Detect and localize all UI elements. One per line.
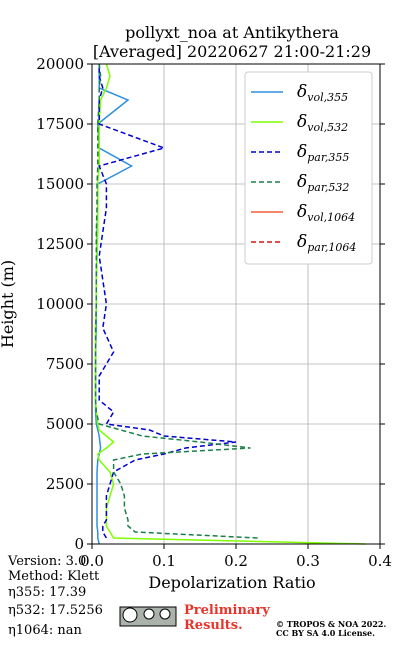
x-tick-label: 0.0: [80, 552, 104, 570]
y-tick-label: 15000: [36, 175, 84, 193]
x-tick-label: 0.1: [152, 552, 176, 570]
x-tick-label: 0.4: [368, 552, 392, 570]
copyright: CC BY SA 4.0 License.: [276, 628, 375, 638]
info-line: η355: 17.39: [8, 585, 86, 600]
chart-title: pollyxt_noa at Antikythera: [125, 23, 339, 42]
cc-logo: [119, 606, 177, 627]
legend-label: δvol,532: [297, 112, 348, 134]
notice: Results.: [184, 618, 243, 633]
x-axis-label: Depolarization Ratio: [148, 573, 315, 592]
info-line: Version: 3.0: [7, 554, 86, 569]
x-tick-label: 0.3: [296, 552, 320, 570]
y-tick-label: 5000: [46, 415, 84, 433]
y-tick-label: 0: [74, 535, 84, 553]
info-line: Method: Klett: [8, 569, 100, 584]
legend-label: δpar,355: [297, 142, 349, 164]
y-tick-label: 10000: [36, 295, 84, 313]
profile-line: [94, 63, 258, 539]
legend-box: [244, 71, 373, 265]
legend-label: δvol,355: [297, 82, 348, 104]
y-tick-label: 17500: [36, 115, 84, 133]
y-tick-label: 12500: [36, 235, 84, 253]
profile-line: [94, 63, 366, 545]
info: Version: 3.0 Method: Klett η355: 17.39 η…: [7, 554, 103, 638]
y-tick-label: 2500: [46, 475, 84, 493]
legend-label: δvol,1064: [297, 202, 355, 224]
y-axis-label: Height (m): [0, 260, 17, 348]
legend-label: δpar,1064: [297, 232, 356, 254]
x-tick-label: 0.2: [224, 552, 248, 570]
copyright: © TROPOS & NOA 2022.: [276, 619, 386, 629]
info-line: η1064: nan: [8, 623, 83, 638]
profile-line: [98, 64, 237, 539]
legend-label: δpar,532: [297, 172, 349, 194]
notice: Preliminary: [184, 603, 270, 618]
chart-subtitle: [Averaged] 20220627 21:00-21:29: [93, 42, 371, 61]
y-tick-label: 20000: [36, 55, 84, 73]
y-tick-label: 7500: [46, 355, 84, 373]
info-line: η532: 17.5256: [8, 603, 103, 618]
